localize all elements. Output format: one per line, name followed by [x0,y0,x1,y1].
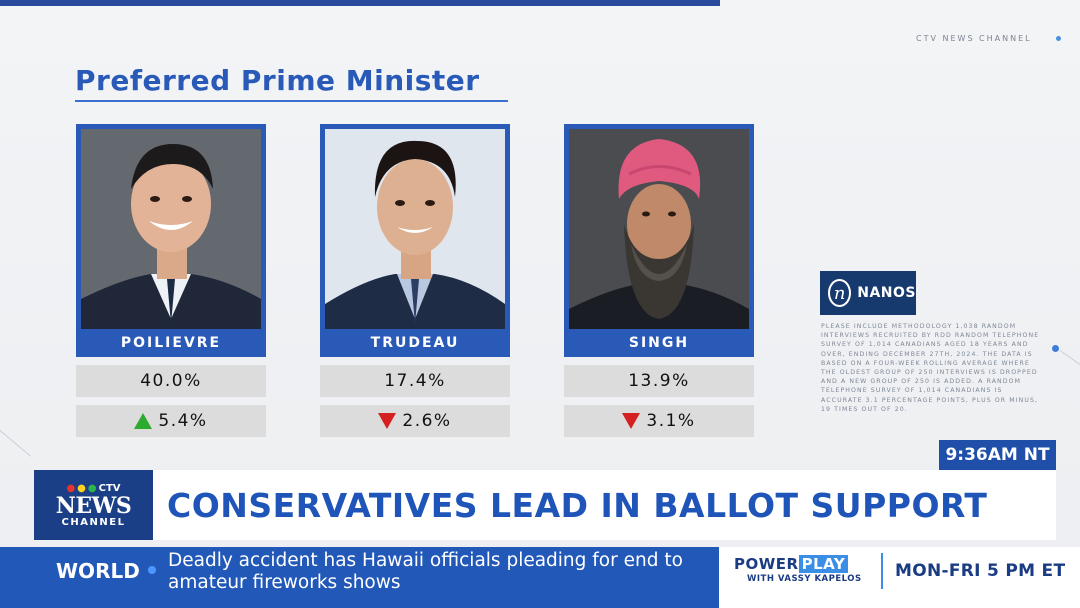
portrait-poilievre [81,129,261,329]
headline: CONSERVATIVES LEAD IN BALLOT SUPPORT [167,485,988,525]
nanos-n-icon: n [828,279,852,307]
promo-host: WITH VASSY KAPELOS [747,574,862,584]
portrait-trudeau [325,129,505,329]
promo-schedule: MON-FRI 5 PM ET [895,561,1066,581]
ticker-section: WORLD [56,558,140,583]
candidate-card-trudeau: TRUDEAU 17.4% 2.6% [320,124,510,437]
decorative-line [0,430,31,457]
nanos-logo: n NANOS [820,271,916,315]
percent-value: 40.0% [140,371,202,391]
candidate-name: SINGH [569,329,749,357]
watermark-dot [1056,36,1061,41]
channel-watermark: CTV NEWS CHANNEL [916,34,1032,43]
change-box: 2.6% [320,405,510,437]
decorative-line [1059,350,1080,374]
ticker-text: Deadly accident has Hawaii officials ple… [168,550,683,593]
pollster-name: NANOS [857,285,916,301]
logo-news-text: NEWS [55,492,132,519]
change-box: 3.1% [564,405,754,437]
decorative-dot [1052,345,1059,352]
candidate-card-poilievre: POILIEVRE 40.0% 5.4% [76,124,266,437]
news-ticker: WORLD Deadly accident has Hawaii officia… [0,547,1080,608]
change-value: 2.6% [402,411,452,431]
promo-show-name: POWER PLAY [734,555,849,573]
graphic-title: Preferred Prime Minister [75,64,480,97]
ctv-news-channel-logo: ● ● ● CTV NEWS CHANNEL [34,470,153,540]
ctv-mark: ● ● ● CTV [66,483,121,494]
change-value: 3.1% [646,411,696,431]
percent-box: 17.4% [320,365,510,397]
photo-frame: POILIEVRE [76,124,266,357]
percent-value: 13.9% [628,371,690,391]
methodology-text: PLEASE INCLUDE METHODOLOGY 1,038 RANDOM … [821,323,1040,413]
portrait-singh [569,129,749,329]
promo-show-part2: PLAY [798,555,849,573]
arrow-down-icon [378,413,397,429]
percent-box: 13.9% [564,365,754,397]
top-accent-bar [0,0,720,6]
headline-bar: ● ● ● CTV NEWS CHANNEL CONSERVATIVES LEAD … [34,470,1056,540]
promo-show-part1: POWER [734,555,799,573]
candidate-name: TRUDEAU [325,329,505,357]
candidate-name: POILIEVRE [81,329,261,357]
candidate-card-singh: SINGH 13.9% 3.1% [564,124,754,437]
photo-frame: SINGH [564,124,754,357]
time-badge: 9:36AM NT [939,440,1056,470]
percent-value: 17.4% [384,371,446,391]
photo-frame: TRUDEAU [320,124,510,357]
promo-separator [881,553,883,589]
change-value: 5.4% [158,411,208,431]
arrow-up-icon [134,413,153,429]
change-box: 5.4% [76,405,266,437]
percent-box: 40.0% [76,365,266,397]
logo-ctv-text: CTV [98,483,121,494]
ticker-dot [148,566,156,574]
show-promo: POWER PLAY WITH VASSY KAPELOS MON-FRI 5 P… [719,547,1080,608]
logo-channel-text: CHANNEL [61,516,126,528]
arrow-down-icon [622,413,641,429]
title-underline [75,100,508,102]
